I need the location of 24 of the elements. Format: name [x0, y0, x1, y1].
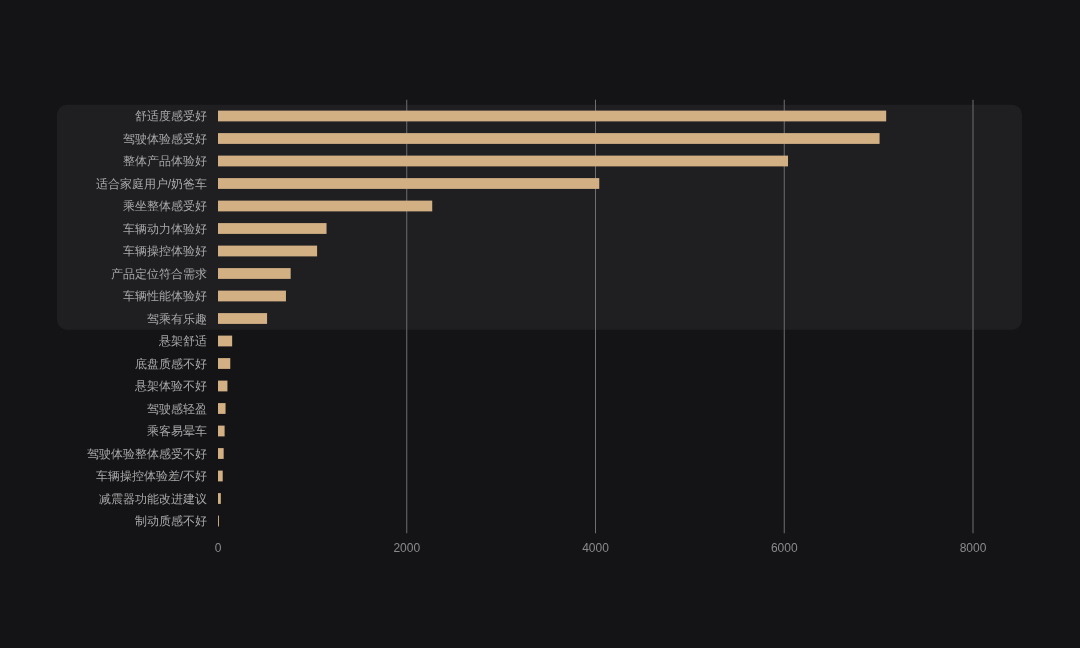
y-tick-label: 驾驶体验整体感受不好 [87, 446, 207, 461]
y-tick-label: 乘客易晕车 [147, 424, 207, 438]
y-tick-label: 整体产品体验好 [123, 154, 207, 168]
x-tick-label: 2000 [393, 541, 421, 556]
x-tick-label: 8000 [959, 541, 987, 556]
y-tick-label: 悬架舒适 [158, 334, 207, 348]
x-tick-label: 0 [214, 541, 222, 556]
y-tick-label: 底盘质感不好 [135, 356, 207, 371]
x-tick-label: 6000 [770, 541, 798, 556]
y-tick-label: 驾驶感轻盈 [147, 401, 207, 416]
y-tick-label: 产品定位符合需求 [111, 266, 207, 281]
y-tick-label: 车辆动力体验好 [123, 221, 207, 236]
y-tick-label: 悬架体验不好 [134, 379, 207, 393]
y-tick-label: 舒适度感受好 [135, 109, 207, 123]
y-tick-label: 车辆操控体验好 [123, 244, 207, 258]
y-tick-label: 适合家庭用户/奶爸车 [95, 176, 207, 191]
y-tick-label: 乘坐整体感受好 [123, 199, 207, 213]
y-tick-label: 减震器功能改进建议 [99, 491, 207, 506]
y-tick-label: 制动质感不好 [135, 514, 207, 528]
y-tick-label: 驾驶体验感受好 [123, 131, 207, 146]
x-tick-label: 4000 [582, 541, 610, 556]
y-tick-label: 驾乘有乐趣 [147, 311, 207, 326]
y-tick-label: 车辆性能体验好 [123, 289, 207, 303]
y-tick-label: 车辆操控体验差/不好 [95, 469, 207, 483]
